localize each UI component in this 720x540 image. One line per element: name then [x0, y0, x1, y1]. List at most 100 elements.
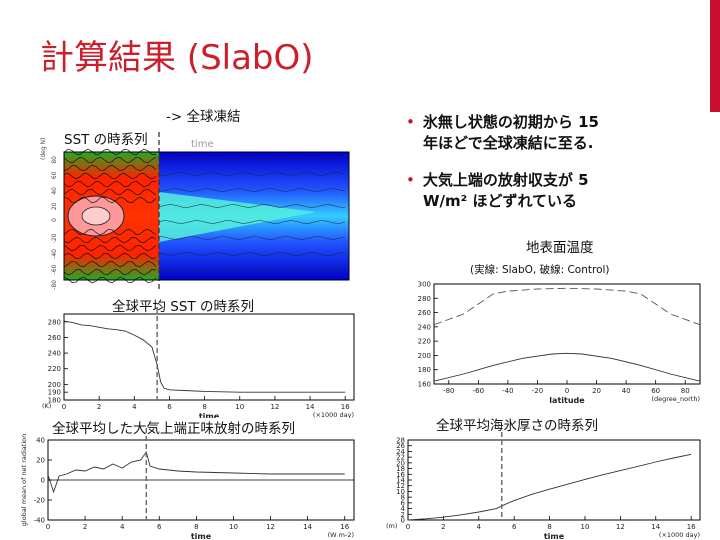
y-tick-label: 160	[418, 381, 431, 389]
toa-label: 全球平均した大気上端正味放射の時系列	[52, 421, 295, 437]
x-tick-label: 4	[477, 523, 482, 531]
sst-map-ytick-label: 80	[51, 156, 58, 164]
x-tick-label: 6	[167, 403, 172, 411]
sst-map-label: SST の時系列	[64, 132, 148, 148]
x-tick-label: 14	[303, 523, 312, 531]
x-tick-label: 8	[194, 523, 198, 531]
y-tick-label: 20	[36, 457, 45, 465]
bullet-2: • 大気上端の放射収支が 5 W/m² ほどずれている	[406, 170, 589, 212]
sst-map-warm-core-inner	[81, 206, 111, 226]
x-tick-label: -40	[502, 387, 513, 395]
sst-map-contour	[63, 164, 157, 172]
y-tick-label: 16	[396, 471, 405, 479]
surface-temp-chart: -80 -60 -40 -20 0 20 40 60 80 160 180 200 220 240 260 2…	[418, 281, 701, 404]
x-axis-label: time	[544, 532, 565, 540]
x-axis-label: latitude	[549, 396, 585, 404]
x-tick-label: 6	[157, 523, 162, 531]
bullet-1-line2: 年ほどで全球凍結に至る.	[423, 134, 594, 152]
plot-frame	[433, 283, 701, 385]
y-tick-label: -20	[34, 497, 45, 505]
sst-map-contour	[63, 196, 157, 204]
sst-map-frame	[63, 151, 350, 281]
x-unit-label: (degree_north)	[651, 395, 700, 403]
bullet-marker: •	[406, 171, 415, 189]
sst-map-ylabel: (deg N)	[40, 138, 47, 160]
title-accent-bar	[710, 0, 720, 112]
x-tick-label: 0	[62, 403, 66, 411]
x-unit-label: (W m-2)	[328, 531, 354, 539]
sst-map-contour	[63, 260, 157, 268]
x-tick-label: 16	[687, 523, 696, 531]
y-tick-label: 220	[418, 338, 431, 346]
y-tick-label: 200	[418, 352, 431, 360]
sst-map-chart: time (deg N) 80 60 40 20 0 -20 -40 -60 -80	[40, 132, 350, 290]
series-line	[407, 453, 692, 521]
series-line	[63, 320, 346, 393]
sea-ice-label: 全球平均海氷厚さの時系列	[436, 418, 598, 434]
y-tick-label: 180	[418, 366, 431, 374]
sst-map-ytick-label: 40	[51, 187, 58, 195]
sst-map-contour	[158, 252, 346, 256]
x-unit-label: (×1000 day)	[313, 411, 354, 418]
x-tick-label: 4	[132, 403, 137, 411]
x-tick-label: 12	[616, 523, 625, 531]
y-tick-label: 20	[396, 459, 405, 467]
sst-map-ytick-label: -60	[51, 264, 58, 274]
sst-map-contour	[63, 236, 157, 244]
bullet-2-line1: 大気上端の放射収支が 5	[422, 171, 589, 189]
sst-map-contour	[63, 252, 157, 260]
y-tick-label: 240	[48, 350, 61, 358]
y-tick-label: 280	[418, 295, 431, 303]
sst-map-contour	[63, 228, 157, 236]
bullet-1-line1: 氷無し状態の初期から 15	[422, 113, 599, 131]
y-tick-label: 190	[48, 389, 61, 397]
x-tick-label: 12	[270, 403, 279, 411]
y-tick-label: 24	[396, 448, 405, 456]
x-axis-label: time	[191, 532, 212, 540]
series-line	[433, 352, 701, 382]
freeze-annotation: -> 全球凍結	[166, 109, 241, 125]
sst-map-xlabel: time	[191, 139, 214, 150]
y-tick-label: 10	[396, 488, 405, 496]
y-tick-label: 180	[48, 397, 61, 405]
sst-map-contour	[158, 188, 346, 192]
sst-map-contour	[63, 276, 157, 284]
x-tick-label: 0	[406, 523, 410, 531]
x-tick-label: 14	[306, 403, 315, 411]
x-tick-label: 80	[681, 387, 690, 395]
sea-ice-chart: 0 2 4 6 8 10 12 14 160246810121416182022242628ti…	[386, 432, 701, 540]
sst-map-ytick-label: -80	[51, 280, 58, 290]
y-tick-label: 18	[396, 465, 405, 473]
series-line	[433, 287, 701, 326]
x-tick-label: 16	[341, 403, 350, 411]
sst-map-ytick-label: 60	[51, 171, 58, 179]
surface-temp-label: 地表面温度	[526, 240, 594, 256]
slide-title: 計算結果 (SlabO)	[40, 38, 314, 78]
y-tick-label: 280	[48, 318, 61, 326]
sst-map-contour	[158, 236, 346, 240]
sst-map-ytick-label: 0	[51, 218, 58, 222]
sst-map-contour	[63, 180, 157, 188]
y-tick-label: 40	[36, 437, 45, 445]
x-tick-label: 12	[266, 523, 275, 531]
y-tick-label: 260	[48, 334, 61, 342]
x-tick-label: 14	[651, 523, 660, 531]
sst-map-contour	[63, 156, 157, 164]
x-tick-label: -20	[532, 387, 543, 395]
surface-temp-sublabel: (実線: SlabO, 破線: Control)	[470, 264, 610, 276]
y-tick-label: 260	[418, 309, 431, 317]
x-tick-label: 0	[46, 523, 50, 531]
x-tick-label: 8	[547, 523, 551, 531]
y-tick-label: 4	[401, 505, 406, 513]
y-tick-label: 6	[401, 499, 406, 507]
sst-map-ytick-label: -20	[51, 233, 58, 243]
x-unit-label: (×1000 day)	[659, 531, 700, 539]
y-tick-label: 0	[41, 477, 45, 485]
x-tick-label: 10	[581, 523, 590, 531]
x-tick-label: 10	[235, 403, 244, 411]
bullet-2-line2: W/m² ほどずれている	[423, 192, 577, 210]
plot-frame	[407, 439, 701, 521]
y-tick-label: -40	[34, 517, 45, 525]
y-unit-label: (m)	[386, 522, 397, 530]
x-tick-label: 2	[441, 523, 445, 531]
